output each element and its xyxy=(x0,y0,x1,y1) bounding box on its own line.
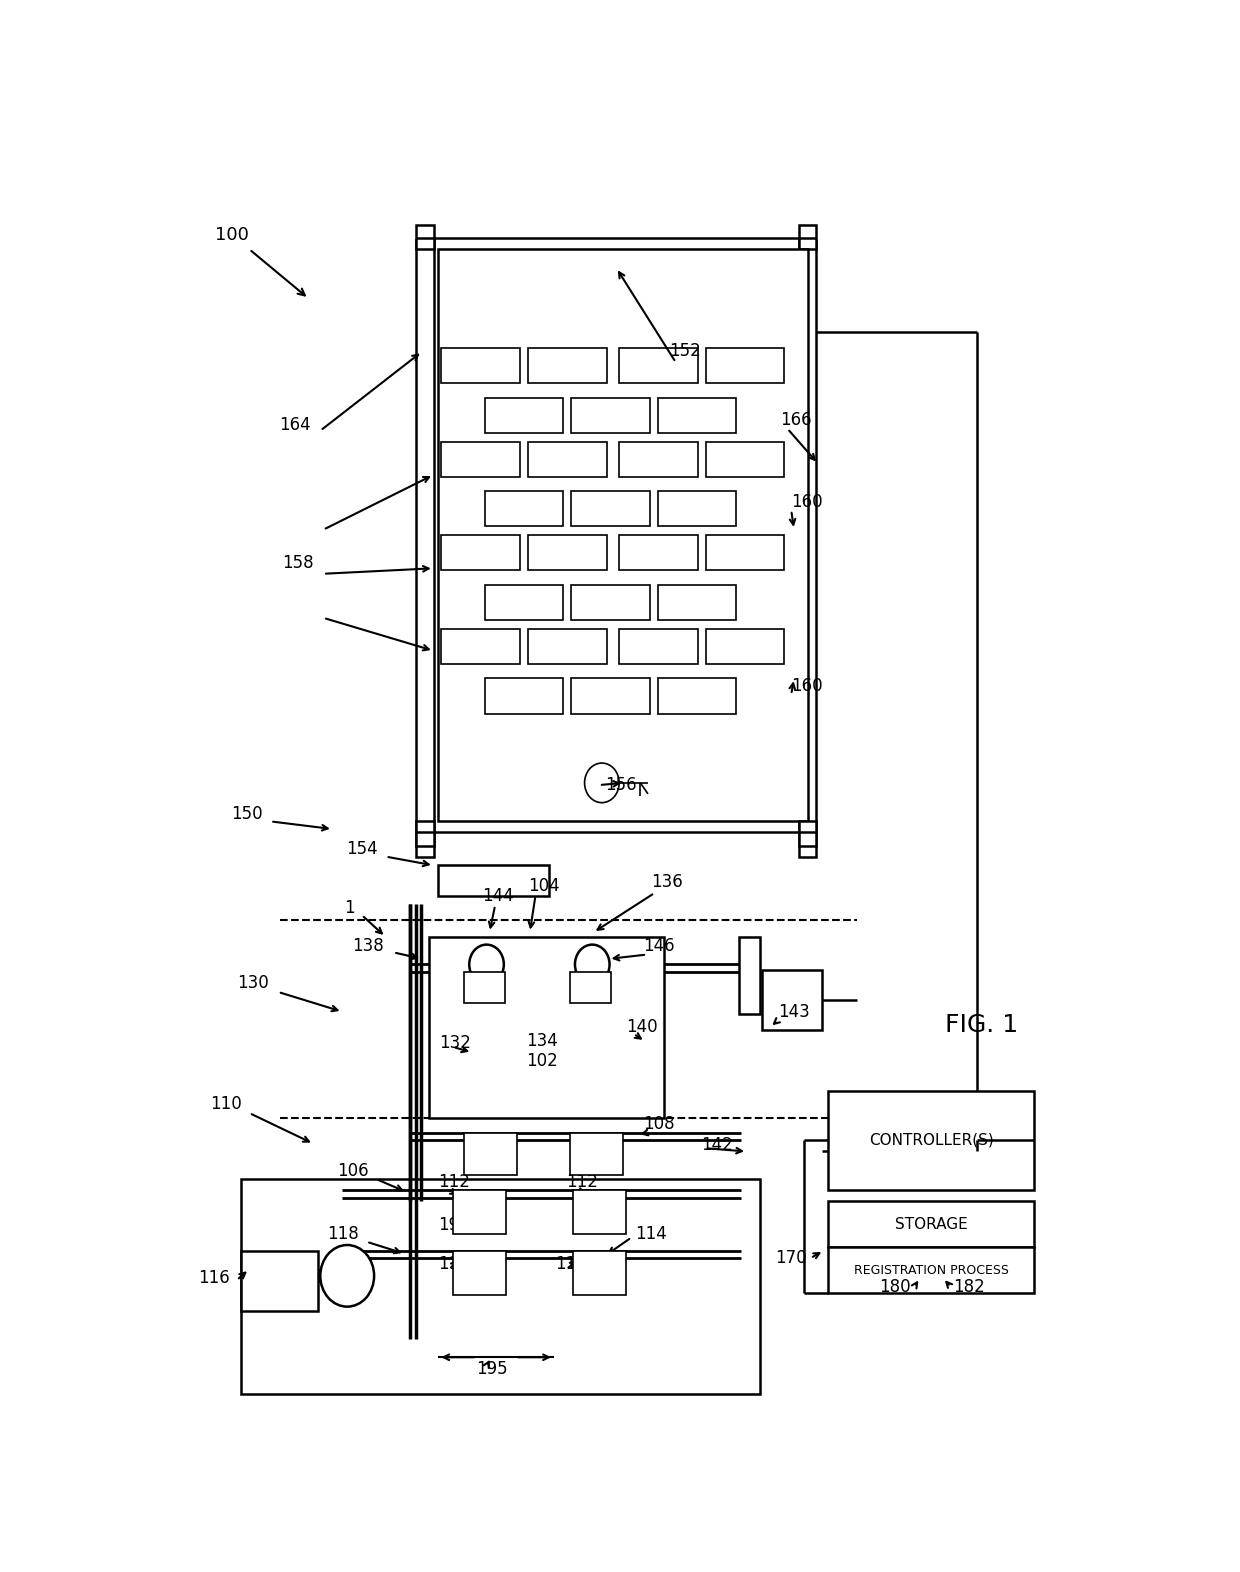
Bar xyxy=(619,349,698,384)
Bar xyxy=(242,1179,760,1393)
Bar xyxy=(242,1250,319,1311)
Text: 1: 1 xyxy=(345,899,355,918)
Bar xyxy=(657,585,737,619)
Bar xyxy=(485,679,563,714)
Text: 108: 108 xyxy=(644,1115,675,1133)
Bar xyxy=(453,1190,506,1234)
Circle shape xyxy=(575,945,610,984)
Bar xyxy=(828,1201,1034,1247)
Bar xyxy=(763,970,822,1031)
Text: 116: 116 xyxy=(198,1269,229,1287)
Bar xyxy=(799,225,816,250)
Bar xyxy=(572,585,650,619)
Bar xyxy=(828,1091,1034,1190)
Text: 144: 144 xyxy=(481,887,513,905)
Text: 112: 112 xyxy=(567,1173,598,1192)
Text: STORAGE: STORAGE xyxy=(894,1217,967,1231)
Bar xyxy=(657,490,737,527)
Bar xyxy=(572,679,650,714)
Bar xyxy=(441,629,521,663)
Text: 166: 166 xyxy=(780,410,811,429)
Bar xyxy=(465,1133,517,1174)
Text: 132: 132 xyxy=(439,1033,471,1052)
Text: 164: 164 xyxy=(279,417,311,434)
Text: 134: 134 xyxy=(526,1033,558,1050)
Bar xyxy=(528,629,606,663)
Bar xyxy=(572,398,650,432)
Text: CONTROLLER(S): CONTROLLER(S) xyxy=(869,1133,993,1148)
Bar xyxy=(441,349,521,384)
Bar xyxy=(799,821,816,846)
Bar xyxy=(417,241,434,857)
Bar xyxy=(706,349,785,384)
Text: 138: 138 xyxy=(352,937,383,954)
Text: 190: 190 xyxy=(439,1217,470,1234)
Text: 142: 142 xyxy=(701,1137,733,1154)
Bar xyxy=(828,1247,1034,1294)
Text: REGISTRATION PROCESS: REGISTRATION PROCESS xyxy=(853,1264,1008,1276)
Bar xyxy=(439,865,549,896)
Text: 160: 160 xyxy=(791,678,823,695)
Circle shape xyxy=(584,762,619,803)
Text: 114: 114 xyxy=(635,1225,667,1243)
Text: 112: 112 xyxy=(554,1254,587,1273)
Bar xyxy=(570,971,610,1003)
Bar xyxy=(657,679,737,714)
Bar xyxy=(619,534,698,571)
Bar xyxy=(739,937,760,1014)
Text: 112: 112 xyxy=(439,1173,470,1192)
Bar xyxy=(528,442,606,476)
Bar xyxy=(572,490,650,527)
Bar xyxy=(573,1250,626,1294)
Text: 104: 104 xyxy=(528,877,559,896)
Text: 118: 118 xyxy=(327,1225,358,1243)
Bar xyxy=(417,225,434,250)
Text: 158: 158 xyxy=(281,553,314,572)
Text: 150: 150 xyxy=(231,805,263,822)
Bar xyxy=(485,585,563,619)
Text: 136: 136 xyxy=(651,872,683,891)
Bar xyxy=(441,534,521,571)
Bar xyxy=(619,629,698,663)
Text: 112: 112 xyxy=(439,1254,470,1273)
Text: 106: 106 xyxy=(337,1162,368,1181)
Text: FIG. 1: FIG. 1 xyxy=(945,1012,1018,1038)
Bar xyxy=(570,1133,622,1174)
Text: 170: 170 xyxy=(775,1250,806,1267)
Bar xyxy=(706,629,785,663)
Circle shape xyxy=(469,945,503,984)
Bar xyxy=(706,442,785,476)
Bar xyxy=(485,490,563,527)
Bar xyxy=(799,241,816,857)
Text: 102: 102 xyxy=(526,1052,558,1071)
Text: 152: 152 xyxy=(670,343,701,360)
Bar xyxy=(429,937,665,1119)
Text: 180: 180 xyxy=(879,1278,910,1295)
Text: 146: 146 xyxy=(644,937,675,954)
Text: 154: 154 xyxy=(346,839,378,858)
Text: 100: 100 xyxy=(215,226,248,244)
Bar xyxy=(706,534,785,571)
Bar xyxy=(485,398,563,432)
Text: 130: 130 xyxy=(237,975,268,992)
Text: 140: 140 xyxy=(626,1019,657,1036)
Text: 156: 156 xyxy=(605,777,636,794)
Text: 182: 182 xyxy=(952,1278,985,1295)
Bar xyxy=(465,971,505,1003)
Text: 143: 143 xyxy=(777,1003,810,1020)
Bar xyxy=(657,398,737,432)
Bar xyxy=(528,534,606,571)
Bar xyxy=(439,248,808,821)
Bar xyxy=(417,821,434,846)
Bar xyxy=(453,1250,506,1294)
Text: 110: 110 xyxy=(210,1096,242,1113)
Bar xyxy=(573,1190,626,1234)
Bar xyxy=(619,442,698,476)
Text: 195: 195 xyxy=(476,1360,507,1379)
Bar xyxy=(528,349,606,384)
Circle shape xyxy=(320,1245,374,1306)
Text: 160: 160 xyxy=(791,494,823,511)
Bar xyxy=(441,442,521,476)
